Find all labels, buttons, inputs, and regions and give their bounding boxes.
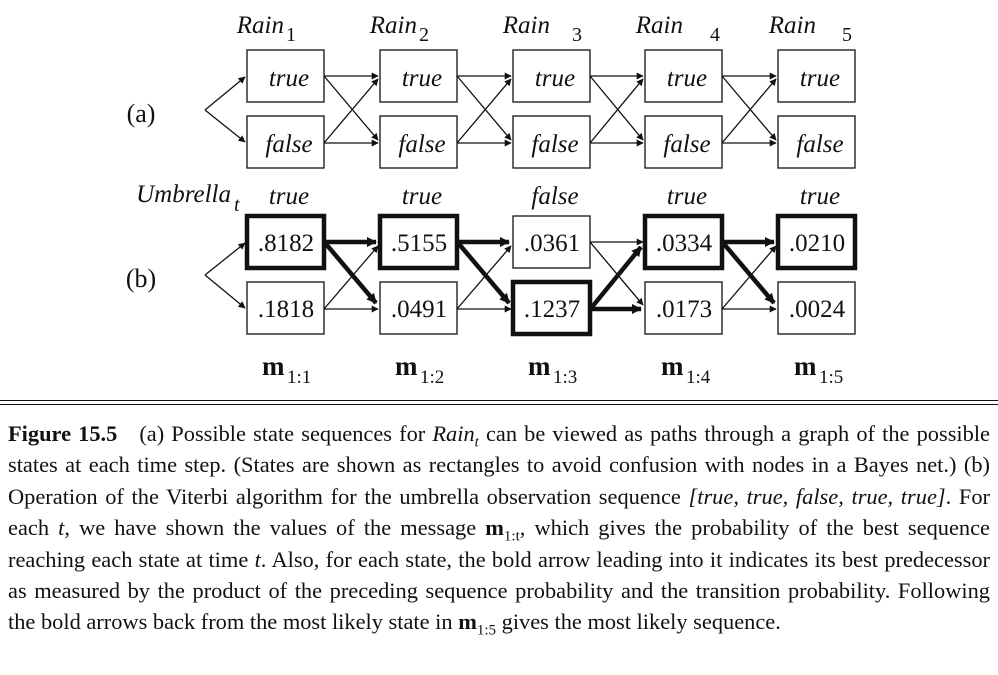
- msg-1-true: .8182: [258, 230, 314, 257]
- msg-2-false: .0491: [391, 296, 447, 323]
- msg-1-false: .1818: [258, 296, 314, 323]
- svg-text:true: true: [667, 65, 707, 92]
- msg-3-true: .0361: [524, 230, 580, 257]
- panel-b-label: (b): [126, 264, 156, 293]
- msg-4-true: .0334: [656, 230, 713, 257]
- svg-text:Rain: Rain: [236, 12, 284, 39]
- svg-text:false: false: [663, 131, 710, 158]
- svg-text:Umbrella: Umbrella: [136, 181, 231, 208]
- svg-text:true: true: [269, 183, 309, 210]
- rain-header-2: Rain 2: [369, 12, 429, 46]
- svg-text:m: m: [395, 351, 418, 381]
- msg-4-false: .0173: [656, 296, 712, 323]
- caption-rule-top: [0, 400, 998, 401]
- svg-text:t: t: [234, 194, 240, 216]
- svg-text:true: true: [667, 183, 707, 210]
- svg-text:1:3: 1:3: [553, 367, 577, 388]
- panel-a-states: [246, 49, 856, 169]
- svg-text:true: true: [800, 65, 840, 92]
- svg-text:1:4: 1:4: [686, 367, 711, 388]
- svg-text:false: false: [398, 131, 445, 158]
- observation-sequence: [true, true, false, true, true]: [688, 483, 946, 509]
- svg-text:4: 4: [710, 24, 720, 46]
- figure-caption: Figure 15.5 (a) Possible state sequences …: [8, 421, 990, 639]
- panel-a-label: (a): [127, 99, 156, 128]
- svg-text:m: m: [528, 351, 551, 381]
- svg-text:Rain: Rain: [502, 12, 550, 39]
- svg-text:3: 3: [572, 24, 582, 46]
- svg-text:Rain: Rain: [635, 12, 683, 39]
- umbrella-header: Umbrella t: [136, 181, 240, 216]
- svg-text:m: m: [262, 351, 285, 381]
- msg-5-false: .0024: [789, 296, 846, 323]
- svg-text:true: true: [800, 183, 840, 210]
- svg-text:1:5: 1:5: [819, 367, 843, 388]
- rain-header-1: Rain 1: [236, 12, 296, 46]
- panel-a-state-labels: true false true false true false true fa…: [265, 65, 843, 158]
- svg-text:true: true: [535, 65, 575, 92]
- message-values: .8182 .1818 .5155 .0491 .0361 .1237 .033…: [258, 230, 846, 323]
- svg-text:true: true: [269, 65, 309, 92]
- svg-text:Rain: Rain: [369, 12, 417, 39]
- msg-5-true: .0210: [789, 230, 845, 257]
- panel-a-transitions: [204, 72, 777, 147]
- message-labels: m 1:1 m 1:2 m 1:3 m 1:4 m 1:5: [262, 351, 843, 388]
- svg-text:false: false: [531, 131, 578, 158]
- svg-text:5: 5: [842, 24, 852, 46]
- rain-header-3: Rain 3: [502, 12, 582, 46]
- svg-text:true: true: [402, 65, 442, 92]
- svg-text:m: m: [661, 351, 684, 381]
- viterbi-figure: (a) (b) Rain 1 Rain 2 Rain 3 Rain 4 Rain…: [126, 12, 858, 388]
- svg-text:1:1: 1:1: [287, 367, 311, 388]
- msg-3-false: .1237: [524, 296, 580, 323]
- svg-text:false: false: [265, 131, 312, 158]
- msg-2-true: .5155: [391, 230, 447, 257]
- svg-text:false: false: [796, 131, 843, 158]
- svg-text:Rain: Rain: [768, 12, 816, 39]
- panel-b-states: [244, 213, 858, 337]
- svg-text:1: 1: [286, 24, 296, 46]
- caption-rule-top-2: [0, 404, 998, 405]
- svg-text:1:2: 1:2: [420, 367, 444, 388]
- svg-text:2: 2: [419, 24, 429, 46]
- rain-header-5: Rain 5: [768, 12, 852, 46]
- svg-text:m: m: [794, 351, 817, 381]
- panel-b-transitions: [204, 237, 777, 314]
- observations: true true false true true: [269, 183, 840, 210]
- rain-header-4: Rain 4: [635, 12, 720, 46]
- svg-text:true: true: [402, 183, 442, 210]
- figure-label: Figure 15.5: [8, 421, 118, 446]
- svg-text:false: false: [531, 183, 578, 210]
